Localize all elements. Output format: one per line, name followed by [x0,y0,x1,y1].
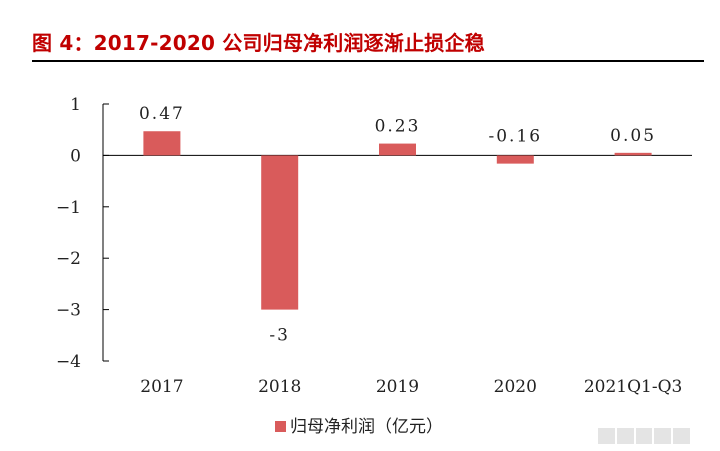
y-tick-label: −4 [56,352,81,372]
y-tick-label: 1 [70,95,81,115]
bar [614,152,652,156]
y-tick-label: 0 [70,146,81,166]
axes: 1 0 −1 −2 −3 −4 2017 2018 2019 2020 2021Q1-Q3 [56,95,692,397]
x-tick-label: 2018 [258,377,301,397]
watermark [598,428,690,444]
watermark-block [635,428,653,444]
bar [496,155,534,164]
x-tick-label: 2019 [376,377,419,397]
legend: 归母净利润（亿元） [275,417,443,437]
y-tick-label: −3 [56,301,81,321]
legend-swatch [275,421,286,432]
x-tick-label: 2017 [140,377,183,397]
data-label: 0.05 [610,126,656,146]
bars [143,131,652,310]
bar [143,131,181,156]
watermark-block [616,428,634,444]
bar [379,143,416,156]
y-tick-label: −1 [56,198,81,218]
data-labels: 0.47 -3 0.23 -0.16 0.05 [139,104,656,346]
data-label: -0.16 [488,127,542,147]
title-underline [32,60,704,62]
data-label: 0.23 [375,117,421,137]
figure-title: 图 4：2017-2020 公司归母净利润逐渐止损企稳 [32,31,485,55]
legend-label: 归母净利润（亿元） [290,417,443,437]
x-tick-label: 2021Q1-Q3 [584,377,683,397]
y-tick-label: −2 [56,249,81,269]
data-label: -3 [269,326,290,346]
bar [261,155,299,310]
watermark-block [598,428,615,444]
data-label: 0.47 [139,104,185,124]
watermark-block [673,428,690,444]
x-tick-label: 2020 [494,377,537,397]
watermark-block [654,428,672,444]
